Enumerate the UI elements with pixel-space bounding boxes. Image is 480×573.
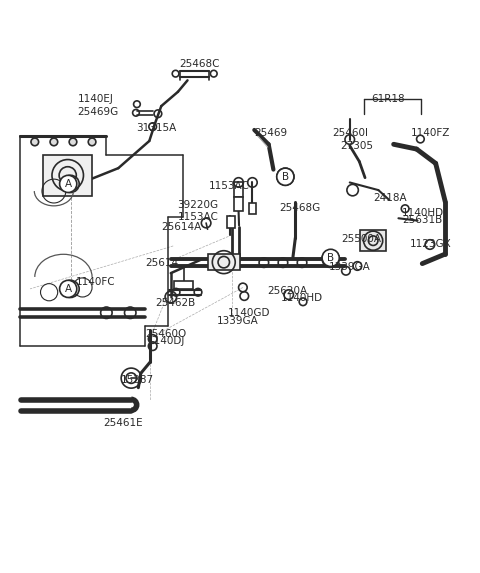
- Text: 1123GX: 1123GX: [410, 238, 452, 249]
- Bar: [174, 281, 193, 289]
- Circle shape: [50, 138, 58, 146]
- Circle shape: [60, 280, 77, 297]
- Text: 1153AC: 1153AC: [209, 181, 250, 191]
- Text: 1339GA: 1339GA: [217, 316, 259, 326]
- Text: 25614A: 25614A: [162, 222, 202, 232]
- Text: 2418A: 2418A: [373, 193, 407, 203]
- Text: 25620A: 25620A: [268, 286, 308, 296]
- Text: 25469: 25469: [254, 128, 288, 138]
- Bar: [227, 216, 235, 228]
- Text: 31315A: 31315A: [136, 123, 177, 132]
- Text: 1140EJ: 1140EJ: [78, 95, 114, 104]
- Text: 1140DJ: 1140DJ: [147, 336, 185, 347]
- Text: 1140HD: 1140HD: [402, 207, 444, 218]
- Text: 39220G: 39220G: [178, 201, 218, 210]
- Circle shape: [60, 175, 77, 193]
- Text: 25631B: 25631B: [402, 215, 443, 225]
- Text: 61R18: 61R18: [371, 95, 405, 104]
- Circle shape: [69, 138, 77, 146]
- Text: 1140FC: 1140FC: [76, 277, 116, 286]
- Bar: [249, 203, 256, 214]
- Bar: [360, 230, 386, 251]
- Bar: [234, 197, 243, 211]
- Bar: [43, 155, 92, 196]
- Text: 1153AC: 1153AC: [178, 213, 218, 222]
- Text: 1140GD: 1140GD: [228, 308, 271, 318]
- Text: 25462B: 25462B: [156, 298, 196, 308]
- Text: A: A: [65, 284, 72, 294]
- Circle shape: [88, 138, 96, 146]
- Text: 25460O: 25460O: [145, 329, 187, 339]
- Text: 25500A: 25500A: [342, 234, 382, 244]
- Text: 25468G: 25468G: [279, 203, 320, 213]
- Text: A: A: [65, 179, 72, 189]
- Text: 25460I: 25460I: [332, 128, 368, 138]
- Text: B: B: [282, 172, 289, 182]
- Text: 15287: 15287: [121, 375, 154, 384]
- Text: 1140FZ: 1140FZ: [411, 128, 451, 138]
- Circle shape: [322, 249, 339, 266]
- Text: B: B: [327, 253, 334, 263]
- Text: 1140HD: 1140HD: [281, 293, 323, 304]
- Bar: [207, 254, 240, 270]
- Circle shape: [31, 138, 38, 146]
- Circle shape: [277, 168, 294, 185]
- Text: 25468C: 25468C: [179, 58, 220, 69]
- Text: 1339GA: 1339GA: [329, 262, 371, 272]
- Bar: [234, 182, 243, 197]
- Text: 25469G: 25469G: [77, 107, 118, 117]
- Text: 27305: 27305: [340, 141, 373, 151]
- Text: 25614: 25614: [145, 258, 178, 268]
- Text: 25461E: 25461E: [103, 418, 143, 427]
